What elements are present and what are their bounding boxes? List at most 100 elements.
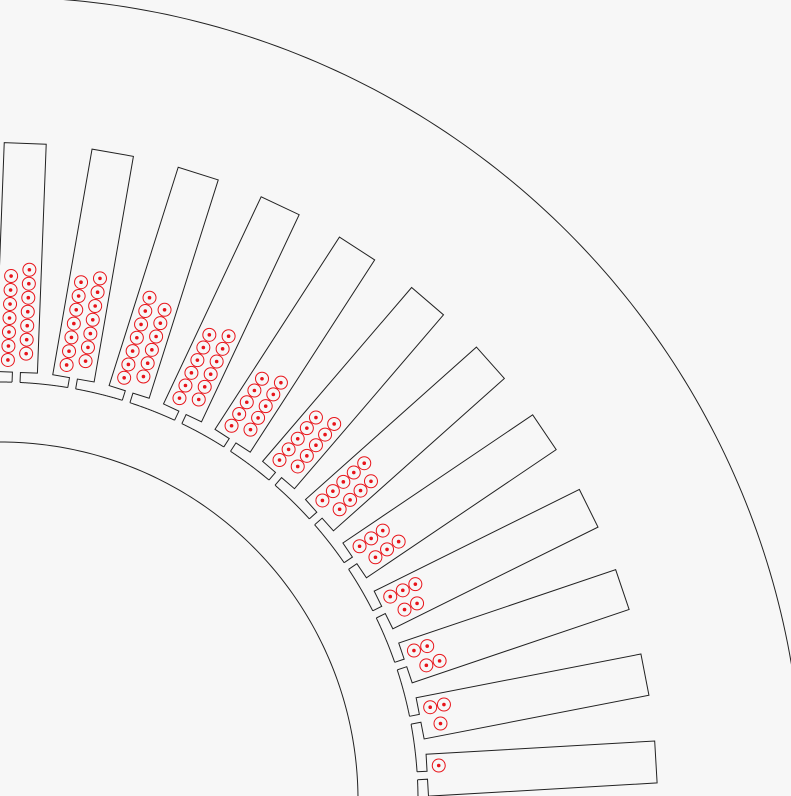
conductor	[197, 379, 212, 394]
conductor	[281, 442, 296, 457]
conductor	[408, 577, 423, 592]
conductor	[290, 431, 305, 446]
conductor-dot	[331, 489, 335, 493]
conductor-dot	[369, 479, 373, 484]
conductor-dot	[93, 304, 97, 308]
conductor	[178, 378, 193, 393]
conductor-dot	[25, 323, 30, 328]
conductor	[215, 341, 230, 356]
conductor	[202, 327, 217, 342]
tooth-tip	[75, 388, 123, 401]
conductor	[125, 344, 140, 359]
conductor-dot	[263, 404, 268, 408]
conductor	[74, 275, 89, 290]
conductor-dot	[195, 358, 200, 362]
tooth-tip	[417, 779, 419, 796]
conductor-dot	[83, 359, 88, 363]
conductor	[364, 531, 379, 546]
conductor-dot	[252, 388, 257, 393]
conductor	[196, 340, 211, 355]
conductor	[332, 502, 347, 517]
conductor-dot	[72, 321, 76, 326]
conductor-dot	[305, 426, 309, 430]
conductor-dot	[438, 721, 443, 726]
conductor	[406, 643, 421, 658]
slot	[409, 653, 650, 740]
conductor	[172, 391, 187, 406]
conductor	[3, 283, 18, 298]
conductor-dot	[373, 555, 378, 560]
conductor-dot	[126, 362, 131, 367]
conductor-dot	[385, 547, 389, 552]
conductor-dot	[412, 648, 416, 653]
conductor-dot	[369, 536, 373, 541]
conductor	[134, 317, 149, 332]
conductor-dot	[6, 344, 11, 348]
conductor	[20, 304, 35, 319]
conductor-dot	[147, 295, 152, 300]
slot	[342, 414, 557, 579]
conductor-dot	[74, 308, 79, 312]
conductor	[308, 410, 323, 425]
conductor-dot	[415, 601, 419, 606]
conductor-dot	[207, 333, 212, 337]
tooth-tip	[129, 402, 175, 421]
conductor-dot	[220, 347, 225, 351]
conductor-dot	[279, 380, 283, 385]
conductor	[83, 326, 98, 341]
conductor-dot	[90, 318, 95, 322]
slot	[417, 740, 658, 796]
conductor-dot	[139, 322, 143, 327]
conductor-dot	[86, 345, 90, 350]
conductor-dot	[130, 349, 135, 353]
conductor-dot	[380, 528, 385, 533]
conductor-dot	[424, 663, 429, 668]
conductor	[353, 483, 368, 498]
conductor	[144, 342, 159, 357]
conductor-dot	[208, 372, 213, 376]
conductor-dot	[196, 397, 201, 402]
conductor	[142, 290, 157, 305]
conductor	[251, 410, 266, 425]
conductor	[21, 276, 36, 291]
conductor	[69, 302, 84, 317]
conductor	[221, 329, 236, 344]
conductor	[92, 271, 107, 286]
conductor	[308, 438, 323, 453]
tooth-tip	[181, 423, 225, 448]
conductor	[419, 658, 434, 673]
conductor	[184, 365, 199, 380]
conductor	[272, 453, 287, 468]
conductor	[136, 369, 151, 384]
conductor	[239, 395, 254, 410]
conductor	[190, 353, 205, 368]
conductor-dot	[396, 539, 401, 544]
tooth-tip	[375, 617, 396, 663]
conductor-dot	[214, 359, 219, 364]
conductor-dot	[226, 334, 231, 339]
slot	[0, 142, 47, 383]
conductor	[336, 474, 351, 489]
conductor	[423, 700, 438, 715]
tooth-tip	[410, 724, 418, 772]
tooth-tip	[396, 669, 411, 717]
conductor-dot	[64, 363, 69, 367]
conductor	[420, 639, 435, 654]
slot	[394, 569, 630, 684]
conductor-dot	[8, 302, 12, 306]
conductor-dot	[341, 480, 346, 484]
slot	[52, 148, 134, 389]
conductor	[224, 418, 239, 433]
conductor-dot	[337, 507, 342, 512]
conductor-dot	[271, 392, 276, 397]
conductor	[3, 297, 18, 312]
conductor	[397, 602, 412, 617]
conductor	[325, 484, 340, 499]
conductor-dot	[158, 321, 163, 325]
conductor-dot	[314, 443, 318, 448]
conductor-dot	[177, 396, 182, 400]
conductor-dot	[332, 422, 336, 426]
conductor	[299, 448, 314, 463]
